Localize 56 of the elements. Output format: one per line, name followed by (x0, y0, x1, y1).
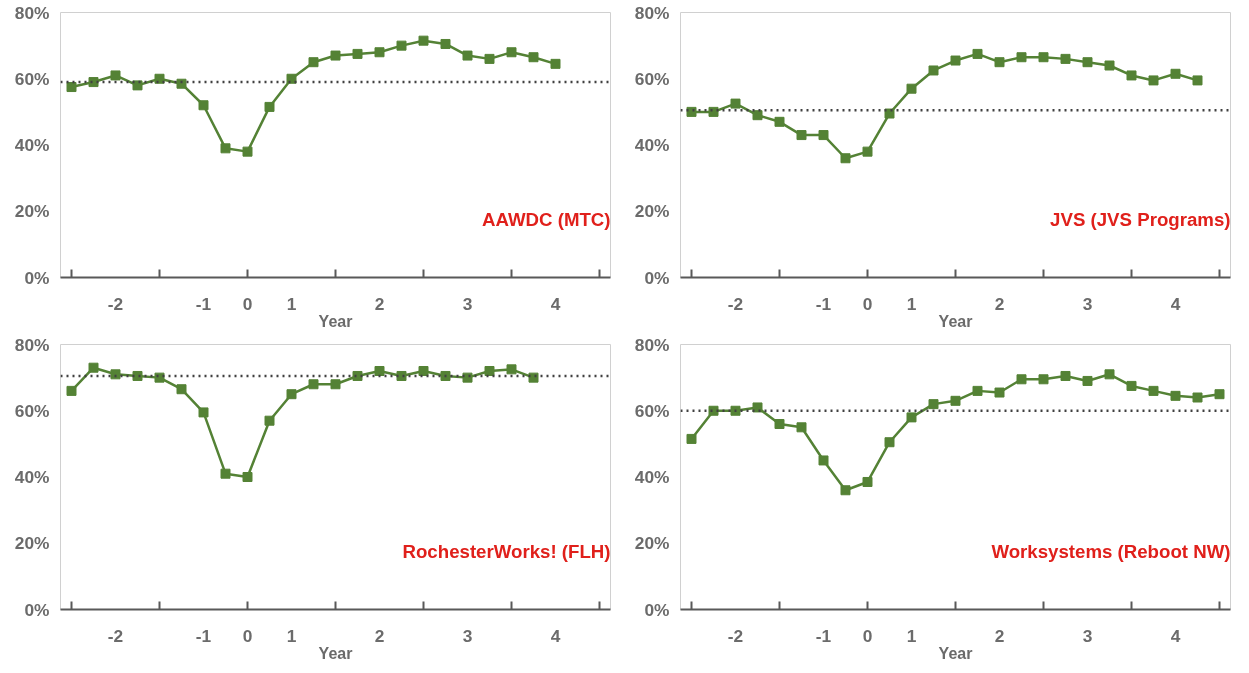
x-tick-label: 2 (374, 293, 385, 314)
x-tick-label: 0 (862, 625, 873, 646)
x-tick-label: 4 (550, 625, 561, 646)
annotation: Worksystems (Reboot NW) (991, 540, 1231, 562)
x-tick-label: -2 (107, 293, 124, 314)
x-tick-label: -2 (727, 293, 744, 314)
y-tick-label: 60% (14, 400, 50, 421)
y-tick-label: 0% (24, 599, 50, 620)
x-tick-label: 3 (1082, 293, 1093, 314)
y-tick-label: 40% (634, 467, 670, 487)
x-tick-label: 3 (1082, 625, 1093, 646)
x-axis-title: Year (938, 644, 973, 662)
x-tick-label: 2 (374, 625, 385, 646)
y-tick-label: 60% (634, 400, 670, 421)
x-tick-label: 4 (550, 293, 561, 314)
y-tick-label: 40% (14, 467, 50, 487)
x-tick-label: -1 (815, 625, 832, 646)
x-tick-label: -2 (107, 625, 124, 646)
y-tick-label: 0% (644, 599, 670, 620)
y-tick-label: 40% (634, 135, 670, 155)
y-tick-label: 0% (644, 267, 670, 288)
y-tick-label: 80% (14, 334, 50, 355)
y-tick-label: 80% (634, 334, 670, 355)
x-tick-label: 0 (862, 293, 873, 314)
x-tick-label: 4 (1170, 625, 1181, 646)
x-tick-label: 1 (906, 293, 917, 314)
x-tick-label: -1 (195, 293, 212, 314)
x-axis-title: Year (318, 312, 353, 330)
x-axis-title: Year (938, 312, 973, 330)
y-tick-label: 40% (14, 135, 50, 155)
x-tick-label: 4 (1170, 293, 1181, 314)
y-tick-label: 80% (634, 2, 670, 23)
x-tick-label: 1 (286, 293, 297, 314)
y-tick-label: 60% (14, 68, 50, 89)
y-tick-label: 20% (634, 533, 670, 554)
y-tick-label: 20% (634, 201, 670, 222)
x-tick-label: 2 (994, 293, 1005, 314)
x-tick-label: -1 (195, 625, 212, 646)
annotation: RochesterWorks! (FLH) (402, 540, 611, 562)
x-tick-label: -2 (727, 625, 744, 646)
x-axis-title: Year (318, 644, 353, 662)
y-tick-label: 20% (14, 201, 50, 222)
x-tick-label: 3 (462, 293, 473, 314)
x-tick-label: 1 (286, 625, 297, 646)
annotation: JVS (JVS Programs) (1050, 208, 1231, 230)
x-tick-label: 0 (242, 625, 253, 646)
x-tick-label: -1 (815, 293, 832, 314)
annotation: AAWDC (MTC) (482, 208, 611, 230)
x-tick-label: 3 (462, 625, 473, 646)
y-tick-label: 0% (24, 267, 50, 288)
y-tick-label: 80% (14, 2, 50, 23)
x-tick-label: 0 (242, 293, 253, 314)
y-tick-label: 60% (634, 68, 670, 89)
x-tick-label: 2 (994, 625, 1005, 646)
x-tick-label: 1 (906, 625, 917, 646)
y-tick-label: 20% (14, 533, 50, 554)
